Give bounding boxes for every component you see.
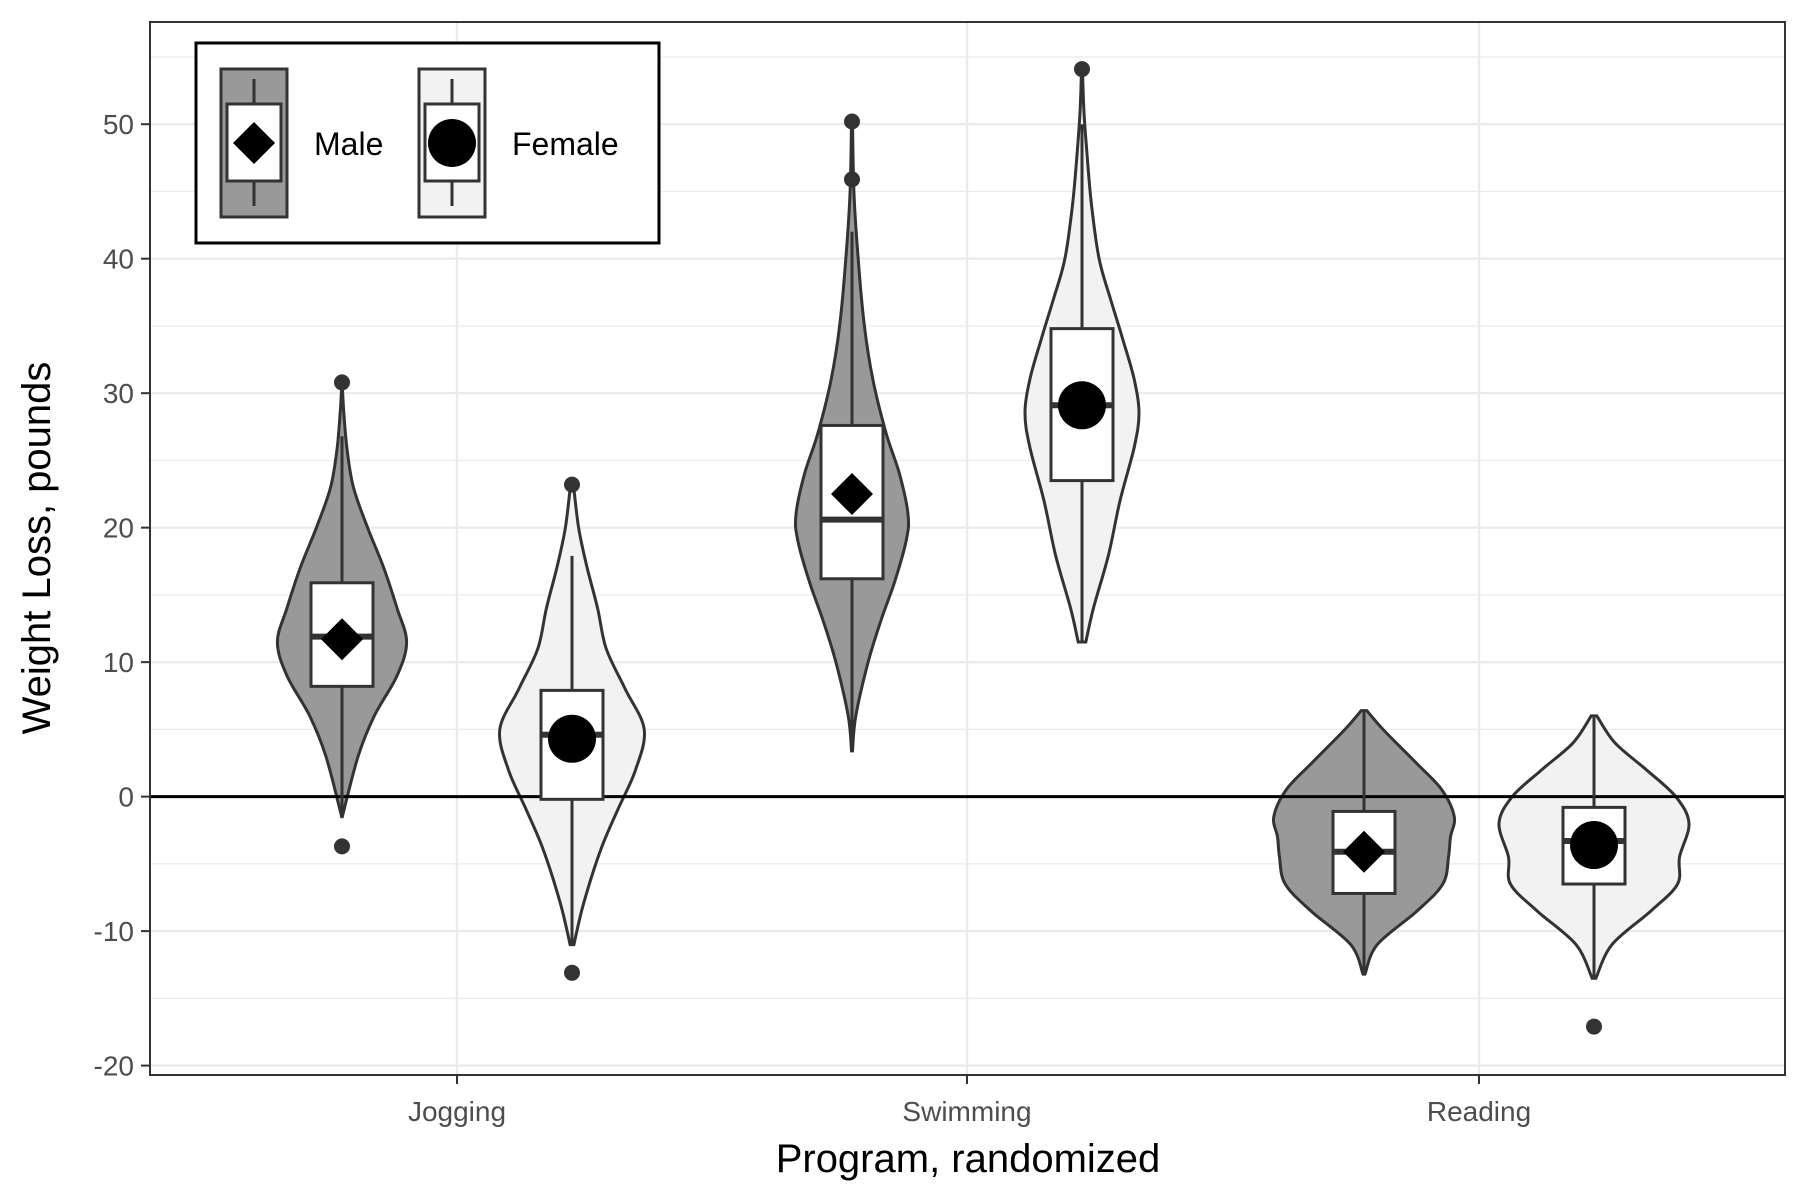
y-tick-label: 10	[103, 647, 134, 678]
mean-marker-female-jogging	[548, 714, 596, 763]
legend: Male Female	[194, 41, 661, 245]
legend-diamond-marker	[233, 122, 275, 164]
y-tick-label: 40	[103, 244, 134, 275]
mean-marker-male-reading	[1343, 830, 1385, 873]
y-axis-ticks: -20 -10 0 10 20 30 40 50	[94, 109, 150, 1082]
x-tick-label-swimming: Swimming	[902, 1096, 1031, 1127]
y-axis-title: Weight Loss, pounds	[15, 362, 59, 735]
legend-circle-marker	[428, 119, 476, 167]
outlier-male-jogging	[334, 374, 350, 391]
y-tick-label: 20	[103, 513, 134, 544]
mean-marker-female-swimming	[1058, 381, 1106, 430]
y-tick-label: 30	[103, 378, 134, 409]
outlier-female-reading	[1586, 1018, 1602, 1035]
y-tick-label: -20	[94, 1051, 134, 1082]
mean-marker-female-reading	[1570, 821, 1618, 870]
y-tick-label: 0	[118, 782, 134, 813]
outlier-male-swimming	[844, 113, 860, 130]
x-axis-ticks: Jogging Swimming Reading	[408, 1075, 1531, 1127]
outlier-female-swimming	[1074, 61, 1090, 78]
box-layer	[149, 21, 1786, 1076]
y-tick-label: -10	[94, 916, 134, 947]
mean-marker-male-jogging	[321, 618, 363, 661]
x-tick-label-jogging: Jogging	[408, 1096, 506, 1127]
x-axis-title: Program, randomized	[776, 1137, 1161, 1181]
outlier-female-jogging	[564, 964, 580, 981]
outlier-female-jogging	[564, 476, 580, 493]
legend-label-male: Male	[314, 126, 383, 162]
x-tick-label-reading: Reading	[1427, 1096, 1531, 1127]
mean-marker-male-swimming	[831, 473, 873, 516]
outlier-male-jogging	[334, 838, 350, 855]
y-tick-label: 50	[103, 109, 134, 140]
legend-label-female: Female	[512, 126, 619, 162]
outlier-male-swimming	[844, 171, 860, 188]
